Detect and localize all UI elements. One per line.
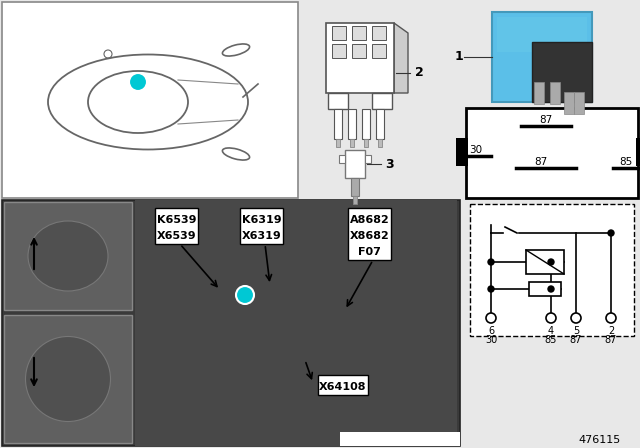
Text: 85: 85	[620, 157, 632, 167]
Bar	[362, 109, 370, 139]
Bar	[340, 432, 460, 446]
Bar	[466, 108, 638, 198]
Bar	[365, 155, 371, 163]
Bar	[456, 138, 468, 166]
Circle shape	[488, 259, 494, 265]
Bar	[155, 208, 198, 244]
Bar	[326, 23, 394, 93]
Bar	[2, 200, 460, 446]
Circle shape	[236, 286, 254, 304]
Text: K6319: K6319	[242, 215, 282, 225]
Text: 87: 87	[570, 335, 582, 345]
Bar	[532, 42, 592, 102]
Bar	[372, 44, 386, 58]
Bar	[574, 92, 584, 114]
Text: 1: 1	[134, 77, 142, 87]
Text: 30: 30	[485, 335, 497, 345]
Bar	[348, 109, 356, 139]
Bar	[240, 208, 283, 244]
Bar	[529, 282, 561, 296]
Bar	[4, 202, 132, 310]
Text: X6319: X6319	[242, 231, 282, 241]
Text: X6539: X6539	[157, 231, 196, 241]
Text: 87: 87	[540, 115, 552, 125]
Bar	[526, 250, 564, 274]
Text: K6539: K6539	[157, 215, 196, 225]
Circle shape	[546, 313, 556, 323]
Ellipse shape	[28, 221, 108, 291]
Text: 87: 87	[534, 157, 548, 167]
Text: 2: 2	[608, 326, 614, 336]
Text: 5: 5	[573, 326, 579, 336]
Bar	[336, 139, 340, 147]
Bar	[564, 92, 574, 114]
Circle shape	[129, 73, 147, 91]
Text: X64108: X64108	[319, 382, 367, 392]
Circle shape	[571, 313, 581, 323]
Bar	[636, 138, 640, 166]
Text: 1: 1	[241, 290, 249, 300]
Bar	[2, 2, 298, 198]
Circle shape	[548, 286, 554, 292]
Bar	[378, 139, 382, 147]
Bar	[328, 93, 348, 109]
Text: A8682: A8682	[349, 215, 389, 225]
Bar	[492, 12, 592, 102]
Bar	[352, 26, 366, 40]
Bar	[470, 204, 634, 336]
Text: 6: 6	[488, 326, 494, 336]
Text: 87: 87	[605, 335, 617, 345]
Bar	[348, 208, 391, 260]
Bar	[372, 93, 392, 109]
Circle shape	[548, 259, 554, 265]
Bar	[350, 139, 354, 147]
Text: X8682: X8682	[349, 231, 389, 241]
Bar	[339, 155, 345, 163]
Bar	[135, 200, 457, 446]
Circle shape	[606, 313, 616, 323]
Text: 30: 30	[469, 145, 483, 155]
Text: 2: 2	[415, 66, 424, 79]
Bar	[550, 82, 560, 104]
Text: 3: 3	[385, 158, 394, 171]
Bar	[372, 26, 386, 40]
Text: 4: 4	[548, 326, 554, 336]
Bar	[364, 139, 368, 147]
Bar	[534, 82, 544, 104]
Bar	[353, 196, 357, 204]
Circle shape	[488, 286, 494, 292]
Bar	[332, 44, 346, 58]
Bar	[351, 178, 359, 196]
Text: EO E63 12 0020: EO E63 12 0020	[361, 434, 439, 444]
Bar	[318, 375, 368, 395]
Bar	[345, 150, 365, 178]
Ellipse shape	[26, 336, 111, 422]
Text: 85: 85	[545, 335, 557, 345]
Bar	[334, 109, 342, 139]
Bar	[4, 315, 132, 443]
Bar	[497, 17, 587, 52]
Circle shape	[486, 313, 496, 323]
Bar	[332, 26, 346, 40]
Text: 476115: 476115	[579, 435, 621, 445]
Polygon shape	[394, 23, 408, 93]
Text: 1: 1	[454, 51, 463, 64]
Circle shape	[608, 230, 614, 236]
Bar	[352, 44, 366, 58]
Bar	[376, 109, 384, 139]
Text: F07: F07	[358, 247, 381, 257]
